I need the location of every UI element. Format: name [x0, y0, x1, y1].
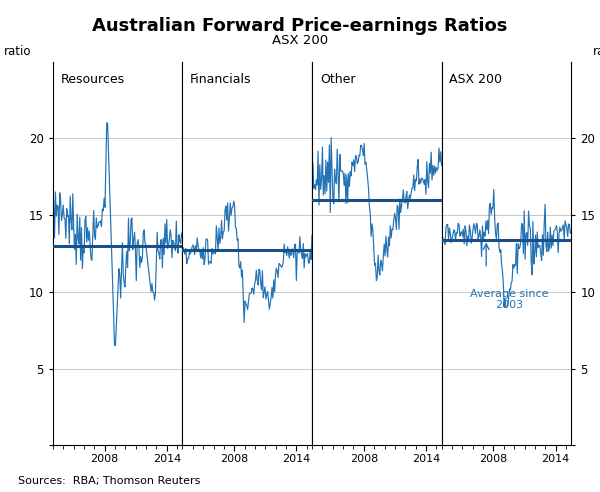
Text: ratio: ratio	[4, 45, 31, 58]
Text: ASX 200: ASX 200	[449, 73, 502, 86]
Text: Average since
2003: Average since 2003	[470, 289, 548, 310]
Text: Other: Other	[320, 73, 355, 86]
Text: Financials: Financials	[190, 73, 251, 86]
Text: Australian Forward Price-earnings Ratios: Australian Forward Price-earnings Ratios	[92, 17, 508, 35]
Text: Resources: Resources	[61, 73, 125, 86]
Text: ASX 200: ASX 200	[272, 34, 328, 47]
Text: ratio: ratio	[593, 45, 600, 58]
Text: Sources:  RBA; Thomson Reuters: Sources: RBA; Thomson Reuters	[18, 476, 200, 486]
